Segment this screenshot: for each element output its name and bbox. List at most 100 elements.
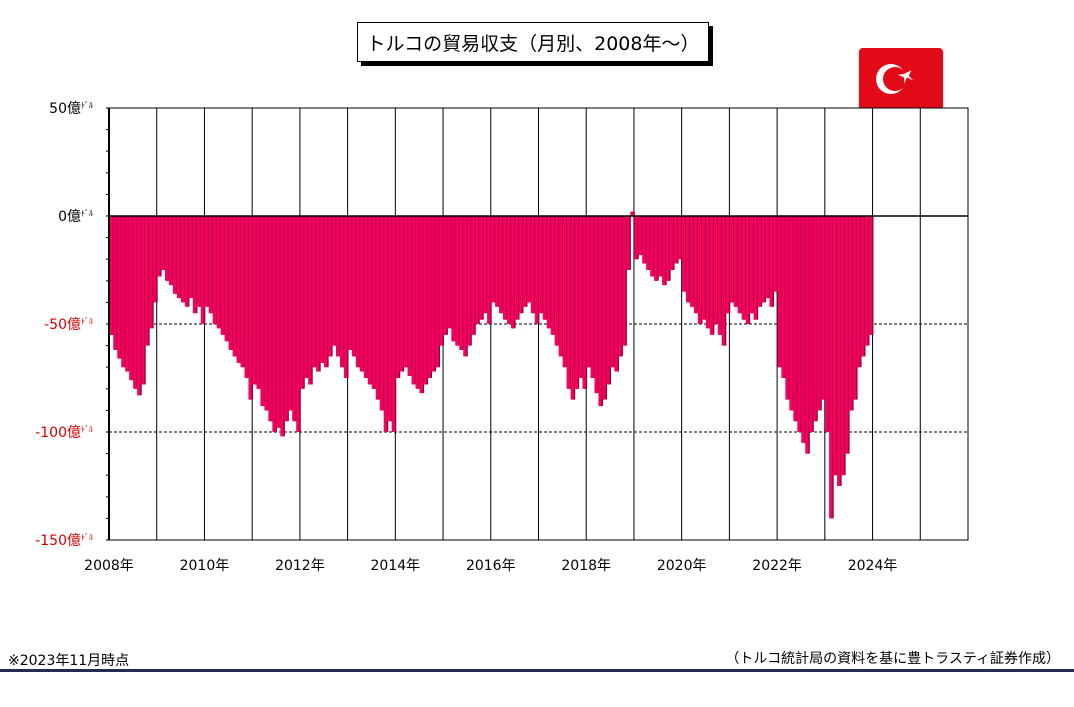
bar (574, 216, 578, 389)
bar (220, 216, 225, 335)
bar (848, 216, 853, 411)
bar (491, 216, 495, 303)
bar (272, 216, 276, 432)
bar (550, 216, 555, 335)
bar (447, 216, 451, 329)
bar (566, 216, 571, 389)
bar (761, 216, 765, 303)
bar (164, 216, 169, 281)
bar (296, 216, 300, 432)
bar (495, 216, 499, 307)
bar (666, 216, 670, 281)
bar (530, 216, 535, 314)
bar (109, 216, 113, 335)
bar (137, 216, 141, 396)
bar (351, 216, 356, 357)
bar (244, 216, 248, 378)
as-of-note: ※2023年11月時点 (8, 653, 130, 669)
bar (419, 216, 423, 394)
flag-emblem (876, 64, 914, 94)
bar (554, 216, 559, 346)
bar (856, 216, 861, 368)
bar (435, 216, 439, 368)
bar (160, 216, 165, 270)
x-tick-label: 2018年 (561, 558, 611, 574)
bar (638, 216, 642, 255)
bar (570, 216, 574, 400)
bar (423, 216, 427, 385)
bar (284, 216, 288, 422)
bar (733, 216, 738, 307)
bar (224, 216, 229, 342)
bar (506, 216, 511, 324)
bar (455, 216, 459, 346)
bar (805, 216, 809, 454)
turkey-flag-icon (859, 48, 943, 110)
bar (777, 216, 781, 368)
bar (868, 216, 873, 335)
bar (725, 216, 730, 314)
bar (677, 216, 682, 260)
bar (332, 216, 336, 346)
bar (427, 216, 431, 378)
bar (280, 216, 284, 437)
bar (797, 216, 801, 432)
bar (757, 216, 761, 307)
bar (697, 216, 702, 324)
bar (176, 216, 181, 299)
bar (125, 216, 129, 372)
bar (793, 216, 797, 422)
bar (347, 216, 352, 350)
bar (113, 216, 117, 350)
bar (324, 216, 328, 368)
bar (192, 216, 197, 314)
bar (359, 216, 364, 372)
y-tick-label: -150億ﾄﾞﾙ (35, 533, 93, 549)
bar (117, 216, 121, 359)
bar (681, 216, 686, 292)
x-tick-label: 2012年 (275, 558, 325, 574)
bar (204, 216, 209, 307)
x-tick-label: 2010年 (180, 558, 230, 574)
bar (542, 216, 547, 320)
bar (522, 216, 527, 307)
bar (248, 216, 252, 400)
bar (431, 216, 435, 372)
bar (594, 216, 598, 394)
bar (813, 216, 817, 422)
bar (713, 216, 718, 324)
bar (133, 216, 137, 389)
bar (837, 216, 841, 486)
bar (829, 216, 833, 519)
bar (149, 216, 153, 329)
bar (407, 216, 411, 376)
bar (801, 216, 805, 443)
bar (693, 216, 698, 314)
bar (558, 216, 563, 357)
bar (292, 216, 296, 422)
bar (634, 216, 638, 260)
bar (304, 216, 308, 378)
bar (240, 216, 244, 368)
bar (439, 216, 443, 346)
bar (809, 216, 813, 432)
bar (526, 216, 531, 303)
bar (196, 216, 201, 307)
bar (316, 216, 320, 372)
y-tick-label: 50億ﾄﾞﾙ (49, 101, 93, 117)
x-tick-label: 2022年 (752, 558, 802, 574)
bar (403, 216, 407, 368)
bar (168, 216, 173, 286)
bar (864, 216, 869, 346)
bar (320, 216, 324, 363)
x-tick-label: 2008年 (84, 558, 134, 574)
bar (614, 216, 618, 372)
bar (288, 216, 292, 411)
bar (650, 216, 654, 277)
bar (817, 216, 821, 411)
bar (312, 216, 316, 368)
x-tick-label: 2016年 (466, 558, 516, 574)
bar (252, 216, 256, 385)
bar (789, 216, 793, 411)
